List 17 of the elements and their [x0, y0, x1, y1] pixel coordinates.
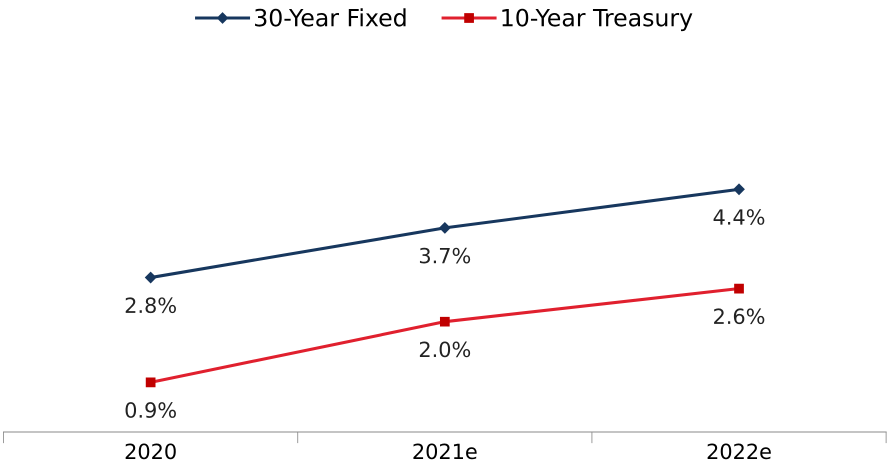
point [440, 316, 450, 327]
x-tick-label: 2021e [413, 443, 477, 460]
point [439, 222, 450, 234]
point [146, 377, 156, 388]
data-label: 0.9% [126, 402, 176, 418]
x-tick-label: 2022e [708, 443, 771, 460]
point [733, 184, 745, 195]
data-label: 3.7% [420, 248, 470, 264]
legend-label: 10-Year Treasury [502, 8, 692, 32]
data-label: 2.8% [126, 297, 176, 314]
data-label: 2.6% [714, 308, 764, 324]
point [734, 284, 744, 294]
legend-label: 30-Year Fixed [255, 8, 406, 27]
point [145, 272, 156, 284]
x-tick-label: 2020 [126, 443, 176, 460]
data-label: 2.0% [420, 341, 470, 358]
data-label: 4.4% [714, 209, 764, 225]
